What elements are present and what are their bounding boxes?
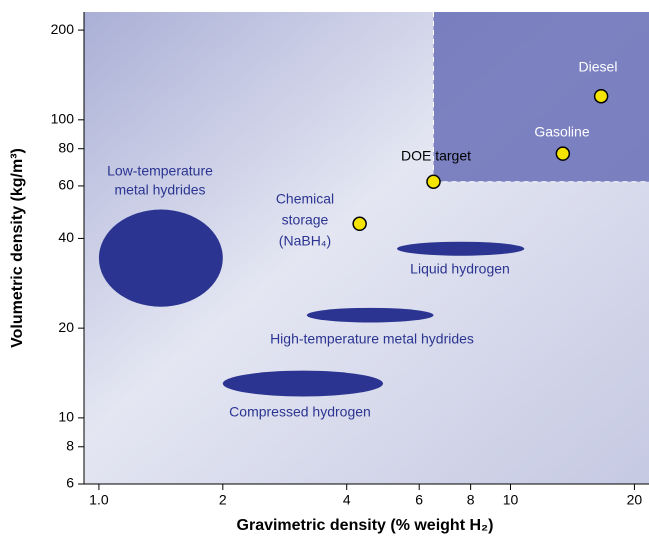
- y-tick-label: 40: [58, 229, 74, 245]
- x-tick-label: 6: [415, 492, 423, 508]
- region-label: Compressed hydrogen: [229, 404, 371, 420]
- point: [555, 146, 571, 161]
- x-axis-label: Gravimetric density (% weight H₂): [237, 517, 494, 534]
- region: [222, 370, 383, 397]
- y-tick-label: 100: [51, 111, 75, 127]
- point: [426, 174, 441, 189]
- y-tick-label: 60: [58, 177, 74, 193]
- y-tick-label: 8: [66, 437, 74, 453]
- point-label: Diesel: [579, 59, 618, 75]
- y-tick-label: 20: [58, 319, 74, 335]
- point-label: (NaBH₄): [279, 233, 331, 249]
- region: [306, 307, 434, 323]
- x-tick-label: 10: [503, 492, 519, 508]
- x-tick-label: 2: [219, 492, 227, 508]
- region-label: Liquid hydrogen: [410, 261, 510, 277]
- x-tick-label: 8: [467, 492, 475, 508]
- y-tick-label: 6: [66, 475, 74, 491]
- target-region: [433, 12, 649, 182]
- region-label: High-temperature metal hydrides: [270, 331, 474, 347]
- y-axis-label: Volumetric density (kg/m³): [9, 148, 26, 348]
- region: [98, 209, 223, 307]
- region-label: Low-temperature: [107, 163, 213, 179]
- point: [352, 216, 367, 232]
- region-label: metal hydrides: [114, 182, 205, 198]
- x-tick-label: 1.0: [89, 492, 109, 508]
- region: [397, 241, 525, 256]
- x-tick-label: 20: [627, 492, 643, 508]
- point-label: Gasoline: [534, 124, 589, 140]
- point-label: Chemical: [276, 191, 334, 207]
- y-tick-label: 10: [58, 409, 74, 425]
- point: [593, 88, 609, 104]
- point-label: storage: [282, 212, 329, 228]
- y-tick-label: 80: [58, 139, 74, 155]
- x-tick-label: 4: [343, 492, 351, 508]
- y-tick-label: 200: [51, 21, 75, 37]
- point-label: DOE target: [401, 148, 471, 164]
